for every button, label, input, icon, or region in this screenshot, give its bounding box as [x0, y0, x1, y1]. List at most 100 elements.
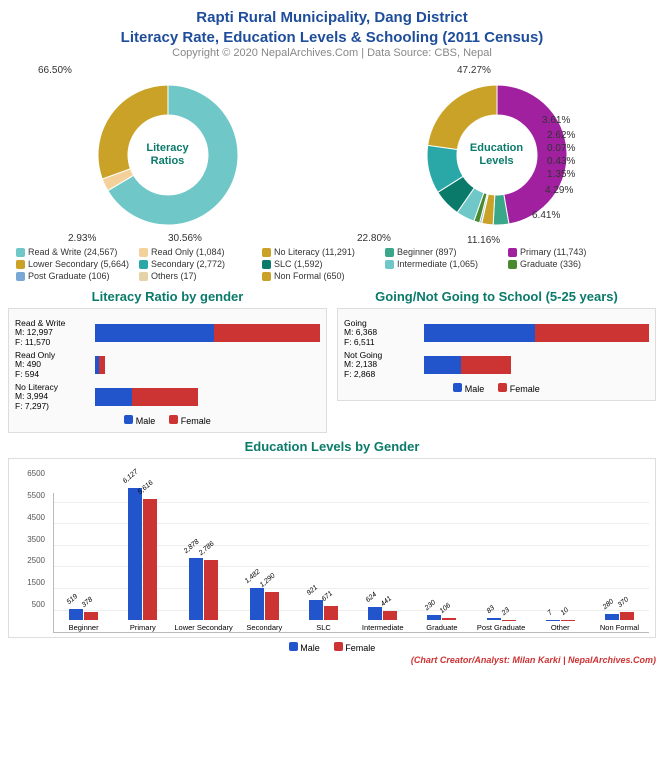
legend-swatch: [139, 260, 148, 269]
legend-item: Others (17): [139, 271, 254, 281]
vbar-group: 280370 Non Formal: [592, 480, 647, 632]
legend-text: Secondary (2,772): [151, 259, 225, 269]
vbar-value: 7: [546, 609, 553, 617]
donut-callout: 11.16%: [467, 235, 500, 246]
vbar-category: Other: [551, 623, 570, 632]
vbar-bars: 921671: [296, 480, 351, 620]
vbar-value: 671: [321, 590, 334, 603]
legend-swatch: [262, 272, 271, 281]
vbar-group: 921671SLC: [296, 480, 351, 632]
vbar-female: 1,290: [265, 592, 279, 620]
yaxis-tick: 500: [13, 600, 45, 609]
vbar-bars: 2,8782,786: [174, 480, 232, 620]
legend-item: SLC (1,592): [262, 259, 377, 269]
legend-item: Lower Secondary (5,664): [16, 259, 131, 269]
vbar-bars: 280370: [592, 480, 647, 620]
legend-item: Post Graduate (106): [16, 271, 131, 281]
legend-item: Read & Write (24,567): [16, 247, 131, 257]
vbar-value: 519: [66, 593, 79, 606]
vbar-category: Secondary: [246, 623, 282, 632]
legend-swatch: [139, 272, 148, 281]
vbar-male: 2,878: [189, 558, 203, 620]
hbar-male: [424, 324, 535, 342]
donut-callout: 66.50%: [38, 65, 72, 76]
legend-text: No Literacy (11,291): [274, 247, 355, 257]
hbar-row: No LiteracyM: 3,994F: 7,297): [15, 383, 320, 411]
vbar-group: 519 378 Beginner: [56, 480, 111, 632]
vbar-value: 441: [380, 595, 393, 608]
vbar-group: 6,1275,616 Primary: [115, 480, 170, 632]
donut-callout: 47.27%: [457, 65, 491, 76]
vbar-category: Non Formal: [600, 623, 639, 632]
vbar-category: Beginner: [69, 623, 99, 632]
hbar-row: Literacy Ratio by gender Read & WriteM: …: [8, 283, 656, 433]
donut-row: LiteracyRatios 66.50%2.93%30.56% Educati…: [8, 65, 656, 245]
donut-callout: 0.07%: [547, 143, 575, 154]
hbar-label: Not GoingM: 2,138F: 2,868: [344, 351, 424, 379]
hbar-male: [95, 388, 132, 406]
donut-callout: 30.56%: [168, 233, 202, 244]
vbar-male: 1,482: [250, 588, 264, 620]
legend-female: Female: [334, 642, 376, 653]
legend-swatch: [16, 248, 25, 257]
yaxis-tick: 1500: [13, 578, 45, 587]
vbar-value: 6,127: [122, 469, 140, 486]
vbar-value: 921: [306, 584, 319, 597]
legend-item: Graduate (336): [508, 259, 623, 269]
donut1-wrap: LiteracyRatios 66.50%2.93%30.56%: [8, 65, 327, 245]
vbar-value: 83: [485, 605, 495, 615]
hbar-legend: Male Female: [344, 383, 649, 394]
legend-text: Non Formal (650): [274, 271, 345, 281]
legend-swatch: [508, 248, 517, 257]
hbar-female: [535, 324, 649, 342]
legend-text: Primary (11,743): [520, 247, 586, 257]
vbar-bars: 6,1275,616: [115, 480, 170, 620]
vbar-female: 106: [442, 618, 456, 620]
legend-item: Primary (11,743): [508, 247, 623, 257]
hbar-male: [95, 324, 214, 342]
vbar-male: 624: [368, 607, 382, 620]
vbar-male: 230: [427, 615, 441, 620]
vbar-group: 8323Post Graduate: [474, 480, 529, 632]
vbar-value: 10: [559, 607, 569, 617]
vbar-group: 2,8782,786Lower Secondary: [174, 480, 232, 632]
legend-text: SLC (1,592): [274, 259, 323, 269]
legend-swatch: [262, 260, 271, 269]
legend-text: Beginner (897): [397, 247, 457, 257]
vbar-group: 7 10 Other: [533, 480, 588, 632]
donut-callout: 1.35%: [547, 169, 575, 180]
vbar-female: 378: [84, 612, 98, 620]
hbar-female: [214, 324, 320, 342]
donut-callout: 2.62%: [547, 130, 575, 141]
hbar-row: Not GoingM: 2,138F: 2,868: [344, 351, 649, 379]
legend-item: Beginner (897): [385, 247, 500, 257]
legend-male: Male: [289, 642, 320, 653]
donut-callout: 3.61%: [542, 115, 570, 126]
vbar-bars: 519 378: [56, 480, 111, 620]
donut2-center: EducationLevels: [470, 142, 523, 168]
donut2-panel: EducationLevels 47.27%3.61%2.62%0.07%0.4…: [337, 65, 656, 245]
vbar-bars: 7 10: [533, 480, 588, 620]
credit-text: (Chart Creator/Analyst: Milan Karki | Ne…: [8, 655, 656, 665]
legend-text: Post Graduate (106): [28, 271, 110, 281]
legend-item: Secondary (2,772): [139, 259, 254, 269]
donut-slice: [427, 85, 496, 149]
vbar-group: 1,4821,290 Secondary: [237, 480, 292, 632]
legend-text: Intermediate (1,065): [397, 259, 478, 269]
hbar1-panel: Literacy Ratio by gender Read & WriteM: …: [8, 283, 327, 433]
vbar-value: 280: [602, 598, 615, 611]
legend-swatch: [16, 272, 25, 281]
hbar-label: Read OnlyM: 490F: 594: [15, 351, 95, 379]
copyright-text: Copyright © 2020 NepalArchives.Com | Dat…: [8, 47, 656, 59]
vbar-value: 106: [439, 602, 452, 615]
hbar-female: [132, 388, 199, 406]
hbar-legend: Male Female: [15, 415, 320, 426]
legend-text: Read & Write (24,567): [28, 247, 117, 257]
vbar-male: 280: [605, 614, 619, 620]
vbar-group: 230106Graduate: [414, 480, 469, 632]
vbar-value: 23: [500, 606, 510, 616]
hbar-label: No LiteracyM: 3,994F: 7,297): [15, 383, 95, 411]
vbar-female: 5,616: [143, 499, 157, 620]
hbar-row: Read OnlyM: 490F: 594: [15, 351, 320, 379]
vbar-category: Primary: [130, 623, 156, 632]
